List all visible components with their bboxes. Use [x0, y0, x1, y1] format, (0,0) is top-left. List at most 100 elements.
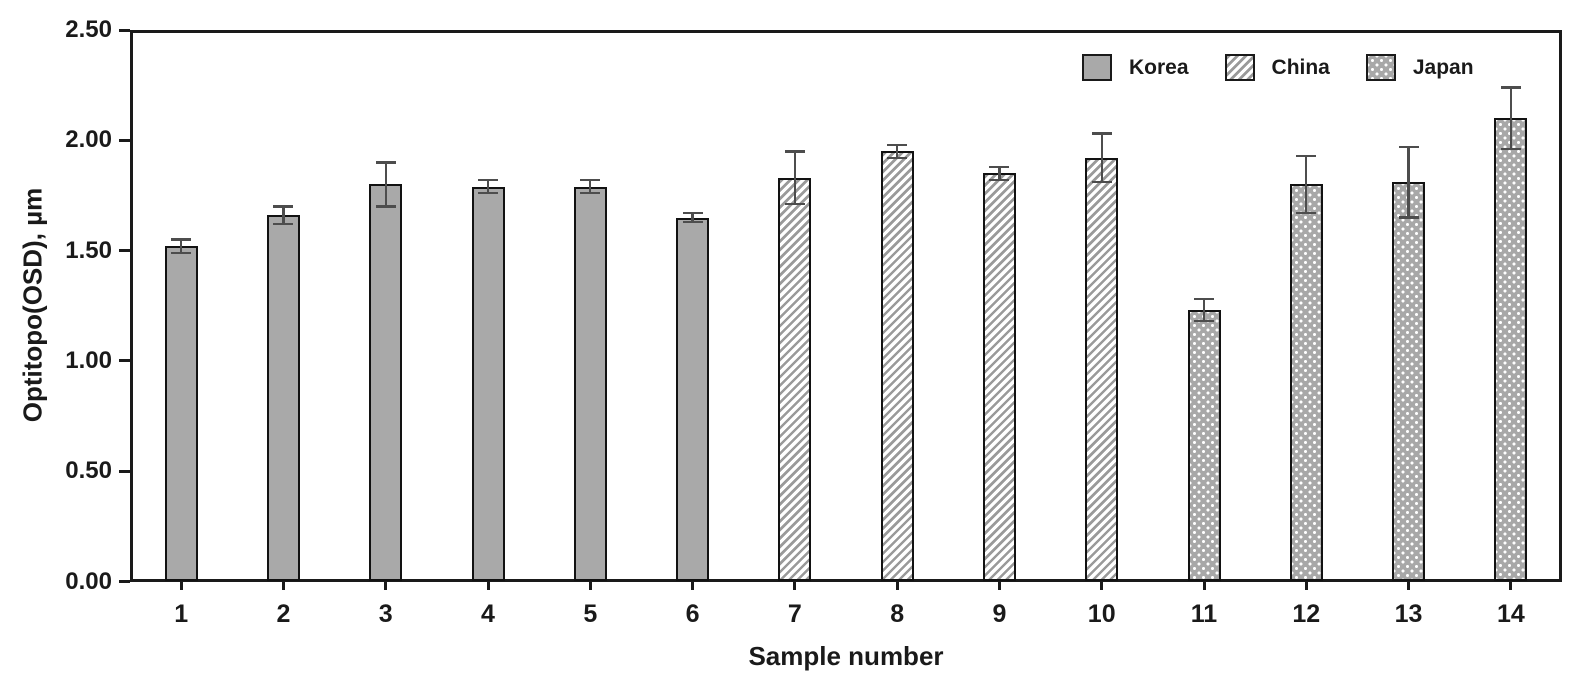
error-cap-bottom-sample-9 [989, 178, 1010, 182]
legend-label-japan: Japan [1412, 55, 1474, 79]
error-line-sample-12 [1305, 155, 1308, 214]
y-tick-0.50 [119, 469, 130, 473]
y-tick-label-0.00: 0.00 [65, 567, 112, 595]
y-axis-title: Optitopo(OSD), µm [17, 187, 48, 423]
legend-item-japan: Japan [1365, 54, 1474, 81]
error-cap-bottom-sample-13 [1398, 216, 1419, 219]
x-axis-title: Sample number [748, 641, 944, 671]
error-cap-bottom-sample-10 [1091, 181, 1112, 184]
error-cap-bottom-sample-6 [682, 220, 703, 224]
error-cap-bottom-sample-12 [1296, 211, 1317, 215]
x-tick-14 [1509, 581, 1513, 590]
error-cap-bottom-sample-8 [887, 156, 908, 160]
error-line-sample-4 [486, 180, 490, 194]
error-cap-top-sample-4 [478, 178, 498, 182]
y-tick-label-1.50: 1.50 [65, 236, 112, 264]
bar-sample-7 [778, 177, 812, 582]
x-tick-label-7: 7 [787, 600, 802, 628]
y-tick-label-2.50: 2.50 [65, 16, 112, 43]
x-tick-label-11: 11 [1190, 600, 1218, 628]
bar-sample-8 [880, 151, 914, 582]
y-tick-1.00 [119, 359, 130, 363]
error-cap-top-sample-14 [1500, 86, 1521, 89]
legend-item-korea: Korea [1082, 54, 1189, 81]
bar-sample-5 [573, 186, 607, 582]
error-cap-top-sample-10 [1091, 132, 1112, 135]
error-line-sample-3 [384, 162, 387, 207]
x-tick-12 [1304, 581, 1308, 590]
legend-swatch-china [1224, 54, 1255, 81]
error-line-sample-2 [282, 206, 285, 225]
legend-label-korea: Korea [1129, 55, 1189, 79]
y-tick-0.00 [119, 580, 130, 583]
x-tick-13 [1407, 581, 1411, 590]
legend: Korea China Japan [1082, 54, 1474, 81]
error-cap-bottom-sample-11 [1194, 319, 1214, 323]
y-tick-2.50 [119, 28, 130, 32]
bar-sample-4 [471, 186, 505, 582]
error-line-sample-8 [896, 144, 899, 158]
error-cap-top-sample-13 [1398, 145, 1419, 149]
x-tick-label-10: 10 [1087, 600, 1116, 628]
x-tick-7 [793, 581, 797, 590]
x-tick-label-5: 5 [583, 600, 598, 628]
y-tick-2.00 [119, 138, 130, 142]
error-line-sample-13 [1407, 146, 1410, 218]
x-tick-label-9: 9 [992, 600, 1007, 628]
x-tick-4 [486, 581, 490, 590]
bar-sample-10 [1085, 157, 1119, 582]
legend-item-china: China [1224, 54, 1330, 81]
bar-sample-2 [266, 215, 300, 582]
y-tick-label-2.00: 2.00 [65, 126, 112, 154]
error-cap-top-sample-9 [989, 165, 1010, 168]
x-tick-label-8: 8 [890, 600, 905, 628]
error-cap-top-sample-1 [171, 238, 192, 241]
error-cap-top-sample-6 [682, 211, 703, 215]
bar-sample-9 [982, 173, 1016, 582]
bar-sample-6 [676, 217, 710, 582]
x-tick-10 [1100, 581, 1104, 590]
error-cap-top-sample-12 [1296, 154, 1317, 157]
error-cap-bottom-sample-4 [478, 192, 498, 195]
error-cap-bottom-sample-5 [580, 192, 601, 195]
y-tick-1.50 [119, 249, 130, 253]
error-line-sample-1 [180, 239, 183, 253]
x-tick-label-4: 4 [481, 600, 495, 628]
error-cap-top-sample-8 [887, 143, 908, 146]
error-cap-bottom-sample-7 [784, 203, 805, 206]
bar-sample-11 [1187, 310, 1221, 582]
error-cap-top-sample-3 [375, 161, 396, 164]
x-tick-3 [384, 581, 388, 590]
error-cap-bottom-sample-2 [273, 222, 294, 226]
error-cap-top-sample-2 [273, 205, 294, 208]
plot-area [130, 30, 1562, 582]
x-tick-1 [179, 581, 183, 590]
error-line-sample-14 [1509, 87, 1512, 150]
x-tick-label-13: 13 [1394, 600, 1423, 628]
bar-sample-13 [1392, 182, 1426, 582]
legend-swatch-japan [1365, 54, 1396, 81]
legend-label-china: China [1271, 55, 1330, 79]
x-tick-6 [691, 581, 695, 590]
bar-sample-3 [369, 184, 403, 582]
y-tick-label-1.00: 1.00 [65, 346, 112, 374]
bar-sample-14 [1494, 118, 1528, 582]
error-line-sample-9 [998, 166, 1001, 180]
bar-sample-12 [1289, 184, 1323, 582]
x-tick-label-6: 6 [685, 600, 700, 628]
error-cap-bottom-sample-14 [1500, 147, 1521, 151]
x-tick-label-3: 3 [378, 600, 393, 628]
error-cap-bottom-sample-1 [171, 251, 192, 254]
error-cap-top-sample-5 [580, 178, 601, 182]
x-tick-9 [997, 581, 1001, 590]
x-tick-label-12: 12 [1292, 600, 1321, 628]
x-tick-11 [1202, 581, 1206, 590]
error-line-sample-5 [589, 180, 592, 194]
error-cap-bottom-sample-3 [375, 205, 396, 208]
x-tick-8 [895, 581, 899, 590]
error-cap-top-sample-11 [1194, 297, 1214, 301]
bar-sample-1 [164, 246, 198, 582]
error-line-sample-11 [1202, 299, 1206, 322]
error-line-sample-7 [793, 151, 796, 205]
error-line-sample-6 [691, 213, 694, 222]
